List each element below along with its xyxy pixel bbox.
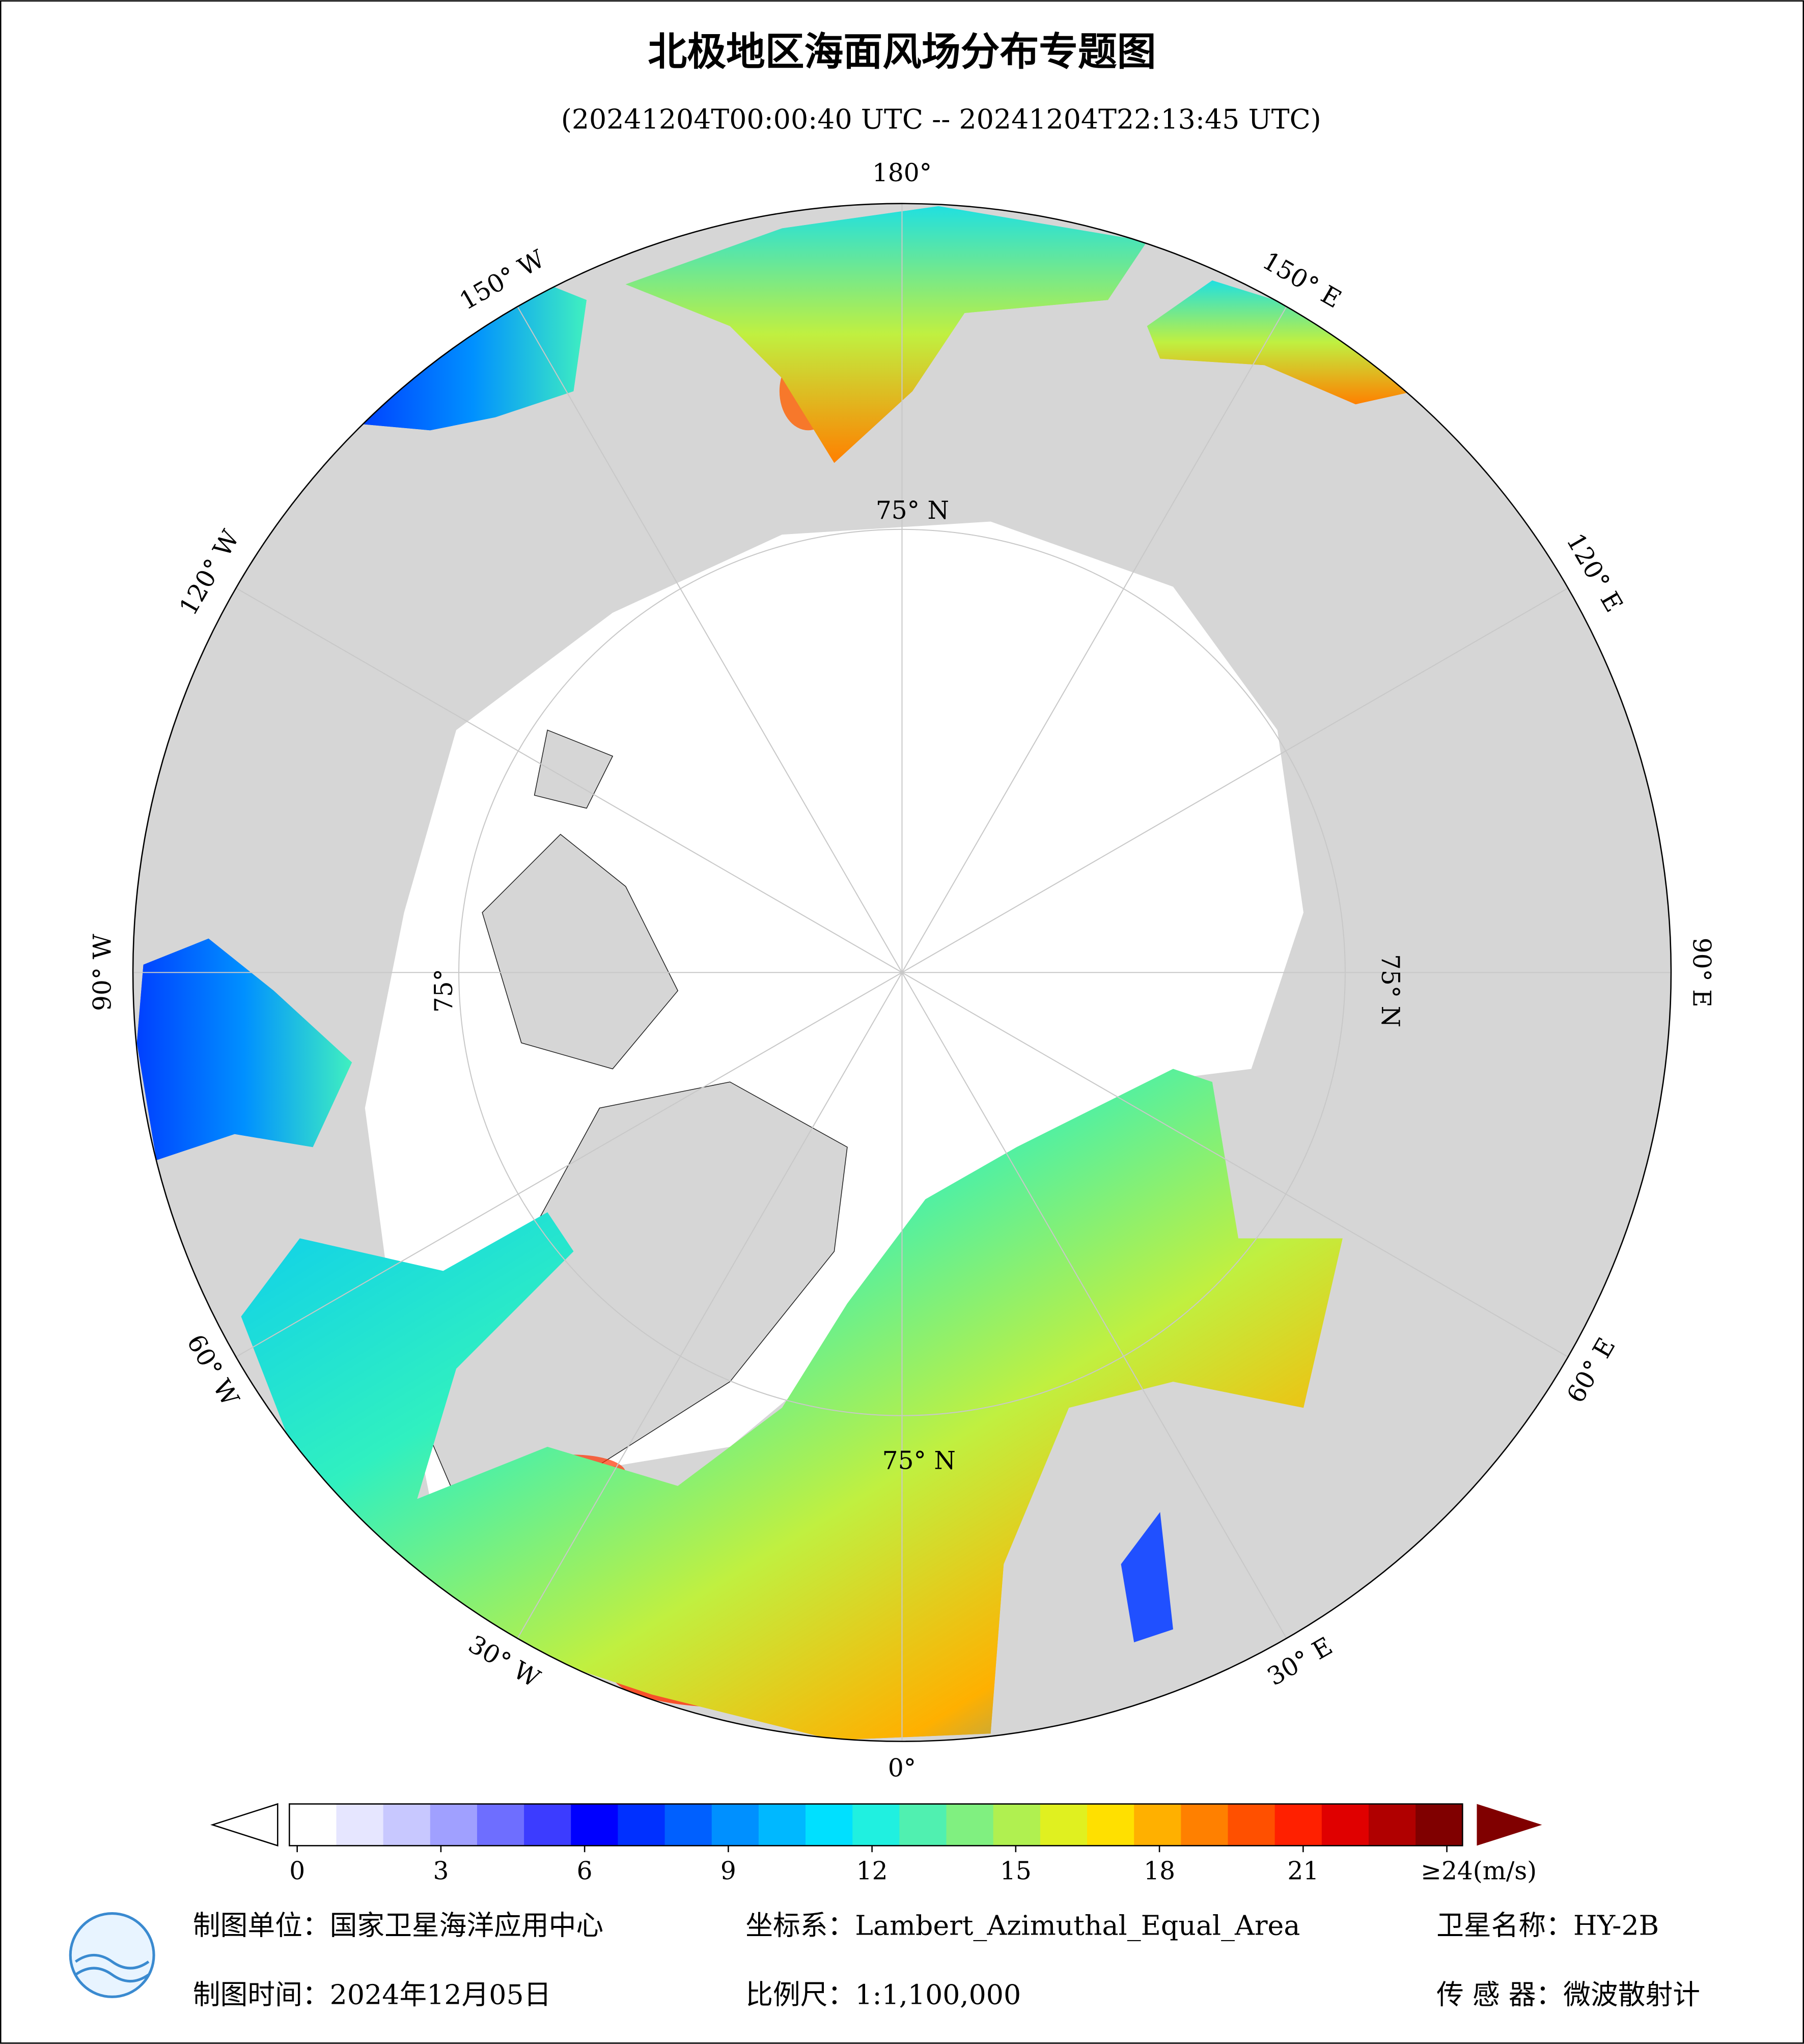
colorbar-segment [1181,1804,1229,1846]
colorbar-segment [1228,1804,1275,1846]
subtitle: (20241204T00:00:40 UTC -- 20241204T22:13… [561,103,1321,135]
colorbar-segment [1416,1804,1463,1846]
colorbar-segment [477,1804,525,1846]
graticule [133,203,1671,1742]
colorbar-segment [993,1804,1041,1846]
latitude-label: 75° N [1376,954,1404,1027]
meridian [901,581,1580,973]
colorbar-segment [289,1804,337,1846]
colorbar-segment [336,1804,384,1846]
footer-sensor: 传 感 器：微波散射计 [1436,1978,1700,2010]
colorbar-tick-label: 21 [1287,1857,1319,1886]
wind-field [136,206,1414,1741]
colorbar-segment [618,1804,665,1846]
colorbar-segment [852,1804,900,1846]
meridian [224,581,903,973]
colorbar-segment [664,1804,713,1846]
footer-satellite: 卫星名称：HY-2B [1436,1910,1659,1942]
meridian [510,972,903,1650]
colorbar-segment [1368,1804,1417,1846]
colorbar-segment [571,1804,619,1846]
longitude-label: 90° E [1687,938,1716,1007]
footer-crs: 坐标系：Lambert_Azimuthal_Equal_Area [745,1910,1300,1942]
archipelago [482,730,679,1070]
latitude-label: 75° [430,969,458,1013]
colorbar-tick-label: 0 [289,1857,305,1886]
meridian [510,295,903,973]
footer-unit: 制图单位：国家卫星海洋应用中心 [193,1910,603,1942]
meridian [901,972,1294,1650]
longitude-label: 180° [872,159,932,187]
footer-scale: 比例尺：1:1,100,000 [745,1978,1021,2010]
colorbar-tick-label: 3 [433,1857,449,1886]
colorbar-tick-label: 18 [1144,1857,1175,1886]
colorbar-segment [711,1804,760,1846]
colorbar-tick-label: 6 [577,1857,593,1886]
colorbar-outline [289,1803,1463,1846]
colorbar-segment [524,1804,572,1846]
longitude-label: 0° [888,1754,916,1782]
meridian [224,972,903,1364]
colorbar-high-arrow [1477,1804,1542,1846]
colorbar-tick-label: ≥24 [1421,1857,1473,1886]
colorbar-unit: (m/s) [1473,1857,1537,1886]
colorbar-segment [1087,1804,1135,1846]
logo [69,1912,155,1998]
colorbar-segment [1274,1804,1323,1846]
colorbar-segment [1134,1804,1182,1846]
logo-waves [74,1953,150,1983]
colorbar-segment [806,1804,853,1846]
meridian [901,295,1294,973]
longitude-label: 90° W [88,934,117,1011]
colorbar-tick-label: 15 [1000,1857,1032,1886]
colorbar-tick-label: 9 [720,1857,736,1886]
map [133,203,1671,1742]
colorbar-low-arrow [210,1803,279,1847]
colorbar-segment [383,1804,431,1846]
footer-date: 制图时间：2024年12月05日 [193,1978,551,2010]
colorbar-segment [1040,1804,1088,1846]
map-border [132,203,1672,1742]
colorbar: 0 3 6 9 12 15 18 21 ≥24 (m/s) [210,1803,1542,1886]
colorbar-segment [1321,1804,1370,1846]
colorbar-tick-label: 12 [856,1857,888,1886]
latitude-label: 75° N [882,1446,956,1475]
latitude-label: 75° N [876,496,949,525]
title: 北极地区海面风场分布专题图 [648,29,1156,75]
colorbar-segment [946,1804,994,1846]
colorbar-segment [758,1804,807,1846]
footer: 制图单位：国家卫星海洋应用中心 坐标系：Lambert_Azimuthal_Eq… [69,1910,1700,2010]
colorbar-segment [899,1804,947,1846]
colorbar-segment [430,1804,478,1846]
meridian [901,972,1580,1364]
